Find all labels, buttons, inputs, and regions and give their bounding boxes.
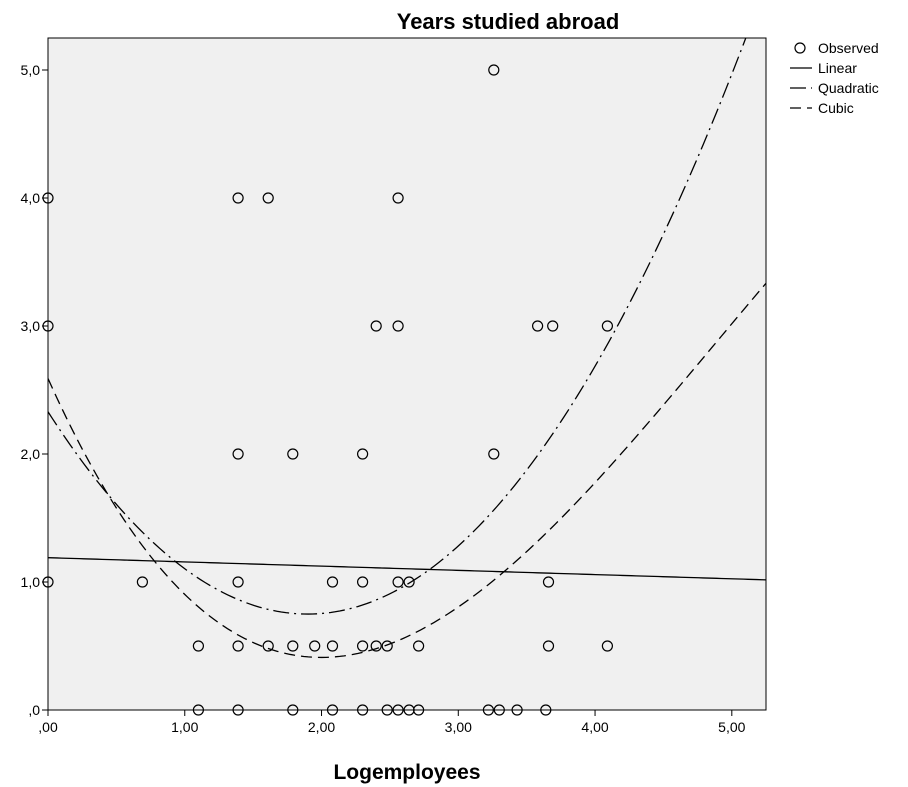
fit-line-quadratic: [48, 38, 747, 615]
observed-point: [357, 640, 369, 652]
observed-point: [542, 576, 555, 588]
plot-area: [47, 37, 767, 711]
observed-point: [601, 320, 614, 332]
observed-point: [192, 704, 204, 716]
observed-points: [42, 64, 614, 716]
y-tick-label: 5,0: [21, 62, 41, 78]
legend-label-cubic: Cubic: [818, 100, 854, 116]
observed-point: [357, 576, 369, 588]
fit-line-linear: [48, 557, 766, 581]
observed-point: [370, 640, 382, 652]
x-axis-ticks: ,00 1,00 2,00 3,00 4,00 5,00: [38, 710, 746, 735]
x-tick-label: 5,00: [718, 719, 745, 735]
observed-point: [392, 704, 404, 716]
observed-point: [381, 704, 393, 716]
observed-point: [232, 704, 244, 716]
observed-point: [488, 64, 500, 76]
observed-point: [232, 576, 244, 588]
observed-point: [136, 576, 148, 588]
observed-point: [309, 640, 321, 652]
observed-point: [326, 576, 339, 588]
y-tick-label: 2,0: [21, 446, 41, 462]
fit-line-cubic: [48, 282, 766, 659]
observed-point: [357, 704, 369, 716]
observed-point: [413, 640, 425, 652]
observed-point: [232, 448, 244, 460]
x-tick-label: 4,00: [581, 719, 608, 735]
observed-point: [392, 576, 404, 588]
observed-point: [357, 448, 369, 460]
x-tick-label: ,00: [38, 719, 58, 735]
observed-point: [413, 704, 425, 716]
observed-point: [192, 640, 204, 652]
observed-point: [232, 640, 244, 652]
observed-point: [540, 704, 552, 716]
x-tick-label: 2,00: [308, 719, 335, 735]
observed-point: [488, 448, 500, 460]
observed-point: [381, 640, 393, 652]
observed-point: [482, 704, 494, 716]
observed-point: [326, 640, 339, 652]
observed-point: [370, 320, 382, 332]
legend-label-quadratic: Quadratic: [818, 80, 879, 96]
x-tick-label: 1,00: [171, 719, 198, 735]
legend: Observed Linear Quadratic Cubic: [790, 40, 879, 116]
observed-point: [392, 320, 404, 332]
legend-label-observed: Observed: [818, 40, 879, 56]
legend-label-linear: Linear: [818, 60, 857, 76]
y-tick-label: 3,0: [21, 318, 41, 334]
observed-point: [287, 640, 299, 652]
observed-point: [531, 320, 544, 332]
observed-point: [547, 320, 559, 332]
observed-point: [403, 576, 415, 588]
observed-point: [542, 640, 555, 652]
y-tick-label: 4,0: [21, 190, 41, 206]
x-axis-title: Logemployees: [333, 761, 480, 784]
observed-point: [392, 192, 404, 204]
observed-point: [601, 640, 614, 652]
observed-point: [511, 704, 523, 716]
observed-point: [287, 448, 299, 460]
observed-point: [326, 704, 339, 716]
fit-lines: [48, 38, 766, 659]
y-tick-label: ,0: [28, 702, 40, 718]
observed-point: [262, 192, 274, 204]
y-tick-label: 1,0: [21, 574, 41, 590]
observed-point: [493, 704, 505, 716]
observed-point: [232, 192, 244, 204]
y-axis-ticks: ,0 1,0 2,0 3,0 4,0 5,0: [21, 62, 48, 718]
chart-title: Years studied abroad: [397, 9, 620, 34]
observed-point: [262, 640, 274, 652]
observed-point: [287, 704, 299, 716]
x-tick-label: 3,00: [445, 719, 472, 735]
legend-symbol-observed: [794, 42, 806, 54]
